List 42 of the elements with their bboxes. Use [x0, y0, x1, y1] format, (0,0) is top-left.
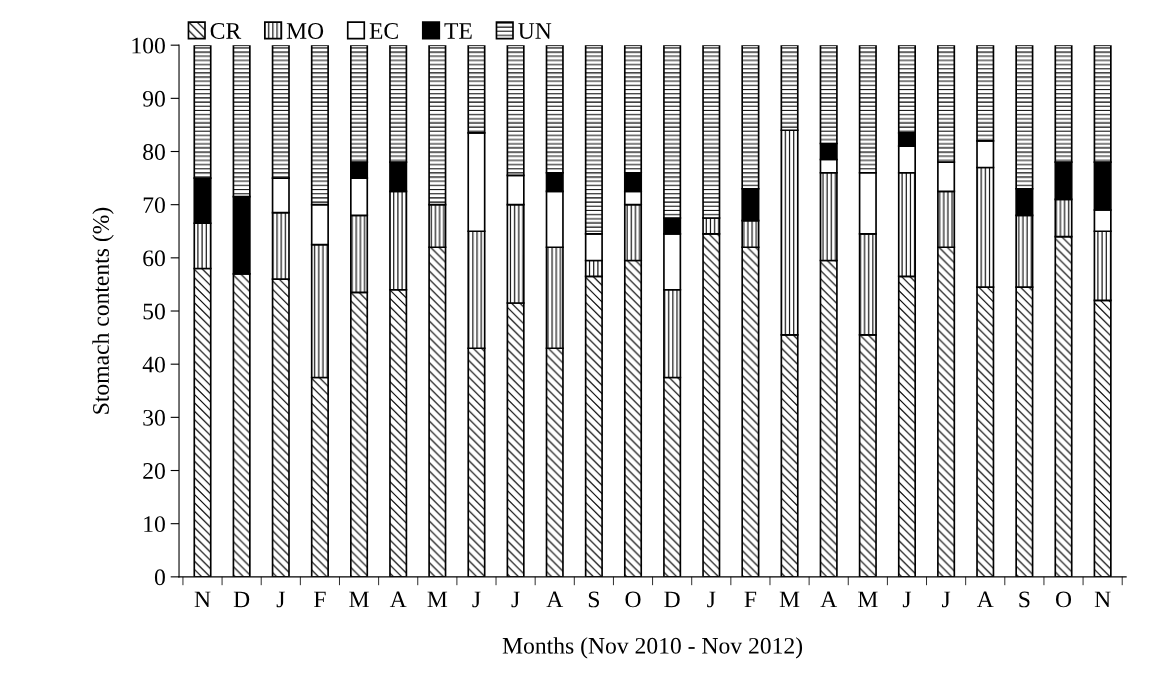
y-axis-title: Stomach contents (%): [92, 207, 114, 414]
y-tick-label: 10: [144, 516, 165, 533]
x-tick-label: O: [625, 591, 641, 608]
x-tick-label: F: [314, 591, 326, 608]
x-tick-label: A: [389, 591, 407, 608]
x-tick-label: M: [427, 591, 448, 608]
x-tick-label: N: [194, 591, 211, 608]
x-tick-label: D: [664, 591, 680, 608]
legend-label: MO: [286, 23, 324, 39]
x-axis-title: Months (Nov 2010 - Nov 2012): [502, 637, 803, 659]
legend-label: CR: [210, 23, 242, 39]
x-tick-label: A: [546, 591, 564, 608]
x-tick-label: S: [1019, 591, 1030, 608]
y-tick-label: 30: [143, 409, 165, 426]
x-tick-label: A: [976, 591, 994, 608]
x-tick-label: J: [902, 591, 912, 608]
x-tick-label: J: [511, 591, 520, 608]
y-tick-label: 90: [142, 90, 165, 107]
x-tick-label: S: [588, 591, 599, 608]
y-tick-label: 70: [143, 197, 165, 214]
y-tick-label: 100: [132, 37, 165, 54]
x-tick-label: F: [744, 591, 757, 608]
x-tick-label: D: [233, 591, 250, 608]
y-tick-label: 60: [143, 250, 165, 267]
x-tick-label: N: [1094, 591, 1111, 608]
x-tick-label: A: [820, 591, 838, 608]
x-tick-label: M: [858, 591, 878, 608]
x-tick-label: O: [1055, 591, 1072, 608]
y-tick-label: 0: [154, 569, 165, 586]
x-tick-label: J: [472, 591, 481, 608]
x-tick-label: J: [276, 591, 285, 608]
y-tick-label: 50: [143, 303, 165, 320]
x-tick-label: J: [942, 591, 951, 608]
legend-label: UN: [518, 23, 552, 39]
x-tick-label: M: [779, 591, 800, 608]
x-tick-label: M: [349, 591, 369, 608]
y-tick-label: 40: [142, 356, 165, 373]
legend-label: TE: [444, 23, 472, 39]
y-tick-label: 80: [143, 144, 165, 160]
legend-label: EC: [369, 23, 398, 39]
x-tick-label: J: [707, 591, 716, 608]
y-tick-label: 20: [143, 463, 165, 479]
